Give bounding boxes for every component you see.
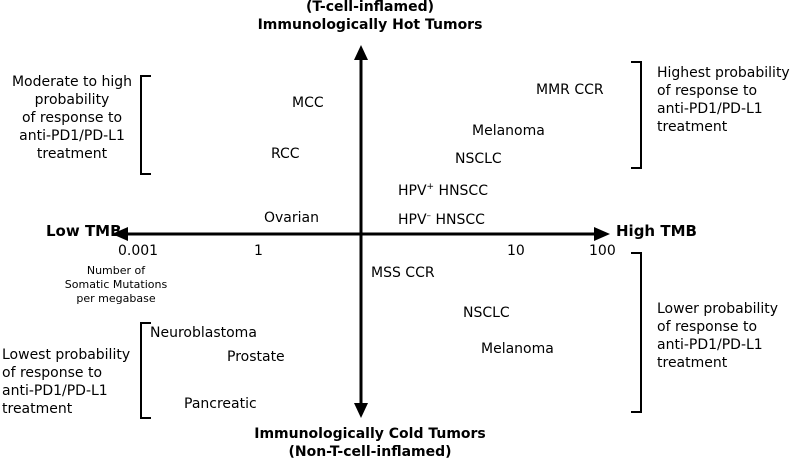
unit-line-1: Number of bbox=[86, 264, 146, 277]
note-bottom-left: Lowest probability of response to anti-P… bbox=[2, 346, 130, 418]
x-axis-right-arrow bbox=[594, 227, 610, 241]
tumor-neuroblastoma: Neuroblastoma bbox=[150, 325, 257, 341]
bracket-top-left bbox=[140, 75, 151, 175]
bracket-bottom-left bbox=[140, 322, 151, 419]
high-tmb-label: High TMB bbox=[616, 222, 697, 240]
note-line: anti-PD1/PD-L1 bbox=[19, 128, 125, 144]
tumor-rcc: RCC bbox=[271, 146, 300, 162]
tumor-nsclc-cold: NSCLC bbox=[463, 305, 510, 321]
y-axis-up-arrow bbox=[354, 45, 368, 60]
hpv-neg-base: HPV bbox=[398, 212, 427, 228]
note-line: of response to bbox=[657, 83, 758, 99]
tick-label-10: 10 bbox=[507, 243, 525, 259]
x-axis-left-arrow bbox=[112, 227, 128, 241]
x-axis-unit-label: Number of Somatic Mutations per megabase bbox=[36, 264, 196, 306]
note-line: Lowest probability bbox=[2, 347, 131, 363]
note-top-left: Moderate to high probability of response… bbox=[4, 73, 140, 163]
note-line: of response to bbox=[21, 110, 123, 126]
tick-label-1: 1 bbox=[254, 243, 263, 259]
bottom-axis-title: Immunologically Cold Tumors (Non-T-cell-… bbox=[230, 425, 510, 461]
top-axis-title-line1: (T-cell-inflamed) bbox=[306, 0, 434, 15]
note-line: of response to bbox=[2, 365, 103, 381]
note-line: Highest probability bbox=[657, 65, 790, 81]
note-line: treatment bbox=[36, 146, 108, 162]
tumor-mss-ccr: MSS CCR bbox=[371, 265, 435, 281]
tumor-mcc: MCC bbox=[292, 95, 324, 111]
note-bottom-right: Lower probability of response to anti-PD… bbox=[657, 300, 778, 372]
tumor-prostate: Prostate bbox=[227, 349, 285, 365]
hpv-pos-sup: + bbox=[426, 182, 435, 192]
note-top-right: Highest probability of response to anti-… bbox=[657, 64, 790, 136]
note-line: treatment bbox=[2, 401, 73, 417]
y-axis-down-arrow bbox=[354, 403, 368, 418]
hpv-pos-rest: HNSCC bbox=[434, 183, 488, 199]
tick-label-0.001: 0.001 bbox=[118, 243, 159, 259]
tumor-ovarian: Ovarian bbox=[264, 210, 319, 226]
top-axis-title-line2: Immunologically Hot Tumors bbox=[257, 17, 483, 33]
tumor-melanoma-hot: Melanoma bbox=[472, 123, 545, 139]
tumor-melanoma-cold: Melanoma bbox=[481, 341, 554, 357]
tumor-hpv-negative-hnscc: HPV– HNSCC bbox=[398, 211, 485, 228]
tumor-nsclc-hot: NSCLC bbox=[455, 151, 502, 167]
tumor-mmr-ccr: MMR CCR bbox=[536, 82, 604, 98]
low-tmb-label: Low TMB bbox=[46, 222, 122, 240]
note-line: anti-PD1/PD-L1 bbox=[657, 337, 763, 353]
hpv-neg-sup: – bbox=[426, 211, 432, 221]
unit-line-2: Somatic Mutations bbox=[64, 278, 168, 291]
hpv-pos-base: HPV bbox=[398, 183, 427, 199]
unit-line-3: per megabase bbox=[76, 292, 156, 305]
note-line: probability bbox=[34, 92, 110, 108]
note-line: anti-PD1/PD-L1 bbox=[2, 383, 108, 399]
note-line: treatment bbox=[657, 119, 728, 135]
note-line: Lower probability bbox=[657, 301, 779, 317]
note-line: Moderate to high bbox=[11, 74, 133, 90]
bottom-axis-title-line1: Immunologically Cold Tumors bbox=[254, 426, 486, 442]
note-line: anti-PD1/PD-L1 bbox=[657, 101, 763, 117]
bottom-axis-title-line2: (Non-T-cell-inflamed) bbox=[288, 444, 452, 460]
tumor-pancreatic: Pancreatic bbox=[184, 396, 257, 412]
hpv-neg-rest: HNSCC bbox=[431, 212, 485, 228]
tick-label-100: 100 bbox=[589, 243, 616, 259]
bracket-top-right bbox=[631, 61, 642, 169]
top-axis-title: (T-cell-inflamed) Immunologically Hot Tu… bbox=[240, 0, 500, 34]
bracket-bottom-right bbox=[631, 252, 642, 413]
note-line: treatment bbox=[657, 355, 728, 371]
tumor-hpv-positive-hnscc: HPV+ HNSCC bbox=[398, 182, 488, 199]
note-line: of response to bbox=[657, 319, 758, 335]
